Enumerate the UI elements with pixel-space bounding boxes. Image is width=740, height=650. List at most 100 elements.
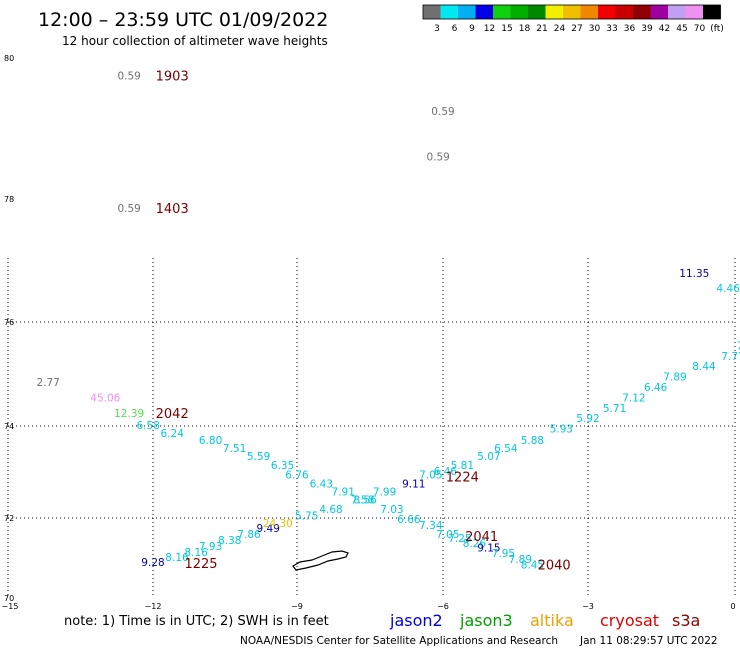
wave-height-label: 7.91 bbox=[332, 486, 355, 498]
colorbar-legend: 3 6 9 12 15 18 21 24 27 30 33 36 39 42 45 70 (ft) bbox=[422, 4, 724, 34]
colorbar-swatch bbox=[528, 5, 546, 19]
wave-height-label: 5.07 bbox=[477, 451, 500, 463]
wave-height-label: 9.49 bbox=[257, 523, 280, 535]
colorbar-label: 30 bbox=[589, 24, 601, 34]
latitude-tick: 74 bbox=[4, 422, 14, 431]
colorbar-label: 24 bbox=[554, 24, 566, 34]
colorbar-label: 6 bbox=[452, 24, 458, 34]
pass-time-label: 1903 bbox=[156, 70, 189, 85]
wave-height-label: 5.93 bbox=[550, 423, 573, 435]
colorbar-swatch bbox=[493, 5, 511, 19]
colorbar-label: 45 bbox=[676, 24, 687, 34]
wave-height-label: 4.68 bbox=[319, 504, 342, 516]
wave-height-label: 7.3 bbox=[737, 340, 740, 352]
wave-height-label: 5.88 bbox=[521, 435, 544, 447]
colorbar-swatch bbox=[633, 5, 651, 19]
wave-height-label: 7.51 bbox=[223, 443, 246, 455]
note-text: note: 1) Time is in UTC; 2) SWH is in fe… bbox=[64, 614, 329, 629]
wave-height-label: 6.58 bbox=[137, 420, 160, 432]
satellite-altika: altika bbox=[530, 611, 574, 630]
latitude-tick: 76 bbox=[4, 318, 14, 327]
wave-height-label: 8.44 bbox=[692, 361, 716, 373]
colorbar-swatch bbox=[650, 5, 668, 19]
pass-time-label: 2041 bbox=[465, 530, 498, 545]
wave-height-label: 6.66 bbox=[397, 514, 421, 526]
jan-mayen-island-outline bbox=[292, 550, 349, 571]
wave-height-label: 7.99 bbox=[373, 486, 396, 498]
wave-height-label: 6.80 bbox=[199, 435, 222, 447]
pass-time-label: 2042 bbox=[156, 407, 189, 422]
wave-height-label: 6.24 bbox=[161, 428, 185, 440]
pass-time-label: 1224 bbox=[446, 471, 479, 486]
colorbar-swatch bbox=[580, 5, 598, 19]
colorbar-label: 39 bbox=[641, 24, 653, 34]
footer-credit: NOAA/NESDIS Center for Satellite Applica… bbox=[240, 635, 558, 647]
wave-height-label: 8.38 bbox=[218, 535, 241, 547]
longitude-tick: −9 bbox=[291, 602, 303, 611]
wave-height-label: 6.46 bbox=[434, 466, 458, 478]
wave-height-label: 7.89 bbox=[663, 372, 686, 384]
longitude-tick: 0 bbox=[730, 602, 735, 611]
colorbar-swatch bbox=[668, 5, 686, 19]
wave-height-label: 0.59 bbox=[431, 106, 454, 118]
wave-height-label: 7.77 bbox=[721, 351, 740, 363]
colorbar-label: 33 bbox=[606, 24, 617, 34]
colorbar-swatch bbox=[703, 5, 721, 19]
satellite-jason2: jason2 bbox=[389, 611, 443, 630]
longitude-tick-labels: −15 −12 −9 −6 −3 0 bbox=[2, 602, 736, 611]
wave-height-label: 8.56 bbox=[353, 495, 377, 507]
wave-height-label: 5.92 bbox=[576, 413, 599, 425]
colorbar-label: 3 bbox=[434, 24, 440, 34]
longitude-tick: −3 bbox=[582, 602, 594, 611]
wave-height-label: 0.59 bbox=[117, 71, 140, 83]
wave-height-label: 4.46 bbox=[716, 283, 740, 295]
wave-height-label: 11.35 bbox=[679, 268, 709, 280]
wave-height-label: 0.59 bbox=[117, 203, 140, 215]
latitude-tick: 72 bbox=[4, 514, 14, 523]
colorbar-label: 12 bbox=[484, 24, 495, 34]
wave-height-label: 7.25 bbox=[448, 533, 471, 545]
wave-height-label: 12.39 bbox=[114, 408, 144, 420]
colorbar-label: 27 bbox=[571, 24, 582, 34]
wave-height-label: 7.58 bbox=[351, 495, 374, 507]
colorbar-label: (ft) bbox=[710, 24, 724, 34]
colorbar-swatch bbox=[510, 5, 528, 19]
colorbar-swatch bbox=[685, 5, 703, 19]
wave-height-label: 6.43 bbox=[310, 479, 333, 491]
wave-height-label: 5.81 bbox=[451, 460, 474, 472]
colorbar-swatch bbox=[423, 5, 441, 19]
wave-height-label: 7.86 bbox=[237, 529, 261, 541]
footer-timestamp: Jan 11 08:29:57 UTC 2022 bbox=[579, 635, 718, 647]
colorbar-label: 18 bbox=[519, 24, 531, 34]
wave-height-label: 5.71 bbox=[603, 403, 626, 415]
map-subtitle: 12 hour collection of altimeter wave hei… bbox=[62, 34, 328, 48]
pass-time-label: 1403 bbox=[156, 202, 189, 217]
colorbar-swatch bbox=[475, 5, 493, 19]
latitude-tick: 80 bbox=[4, 54, 14, 63]
wave-height-label: 7.03 bbox=[380, 504, 403, 516]
colorbar-label: 21 bbox=[536, 24, 547, 34]
latitude-tick-labels: 80 78 76 74 72 70 bbox=[4, 54, 14, 603]
wave-height-label: 7.05 bbox=[419, 469, 442, 481]
colorbar-swatch bbox=[598, 5, 616, 19]
wave-height-label: 5.59 bbox=[247, 451, 270, 463]
wave-height-label: 6.76 bbox=[285, 469, 309, 481]
wave-height-label: 9.11 bbox=[402, 479, 425, 491]
longitude-tick: −15 bbox=[2, 602, 19, 611]
colorbar-frame bbox=[422, 4, 721, 20]
wave-height-observations: 0.590.590.590.5911.354.462.7745.0612.396… bbox=[36, 71, 740, 572]
pass-time-label: 2040 bbox=[538, 558, 571, 573]
wave-height-label: 0.59 bbox=[426, 152, 449, 164]
wave-height-label: 7.89 bbox=[509, 554, 532, 566]
wave-height-label: 7.93 bbox=[199, 541, 222, 553]
colorbar-label: 42 bbox=[659, 24, 670, 34]
colorbar-swatch bbox=[615, 5, 633, 19]
wave-height-label: 7.34 bbox=[419, 520, 443, 532]
pass-time-label: 1225 bbox=[184, 557, 217, 572]
map-title: 12:00 – 23:59 UTC 01/09/2022 bbox=[38, 9, 328, 31]
wave-height-label: 8.45 bbox=[521, 559, 544, 571]
wave-height-label: 7.95 bbox=[492, 548, 515, 560]
satellite-jason3: jason3 bbox=[459, 611, 513, 630]
wave-height-label: 2.77 bbox=[36, 377, 59, 389]
